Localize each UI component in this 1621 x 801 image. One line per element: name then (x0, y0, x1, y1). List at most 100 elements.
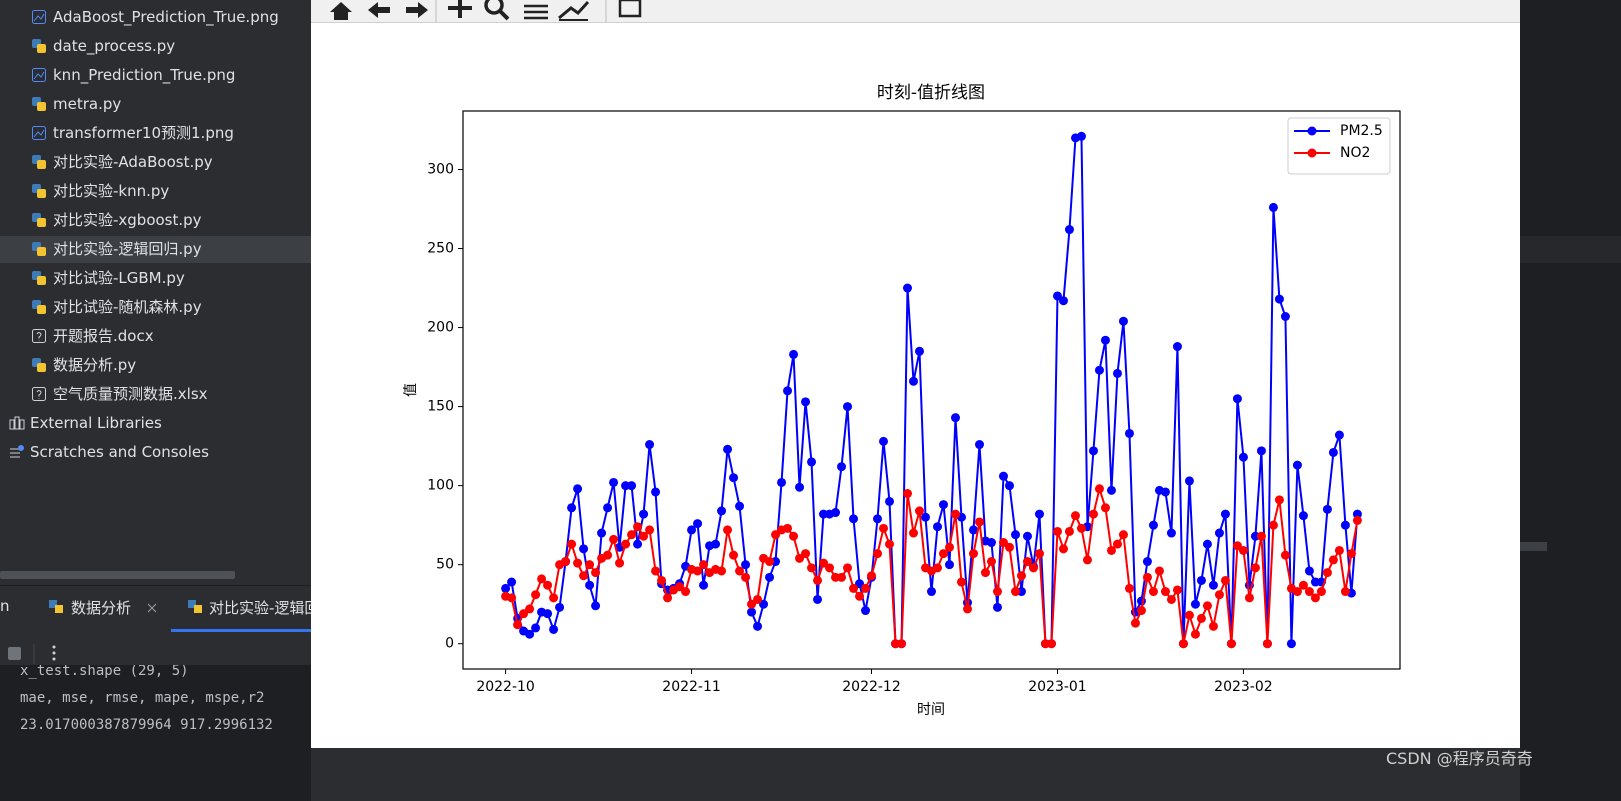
forward-button[interactable] (406, 2, 428, 18)
console-line: mae, mse, rmse, mape, mspe,r2 (20, 690, 265, 706)
data-point (1094, 365, 1104, 375)
back-button[interactable] (368, 2, 390, 18)
data-point (501, 583, 511, 593)
data-point (543, 609, 553, 619)
data-point (597, 528, 607, 538)
toolbar-icons (330, 0, 642, 22)
data-point (837, 462, 847, 472)
figure-window: 时刻-值折线图 时间 值 0 50 100 150 200 250 300 2022-10 20… (311, 0, 1520, 748)
data-point (1196, 575, 1206, 585)
console-line: 23.017000387879964 917.2996132 (20, 717, 273, 733)
data-point (651, 566, 661, 576)
data-point (819, 558, 829, 568)
data-point (1196, 613, 1206, 623)
y-tick-label: 150 (427, 399, 454, 415)
data-point (1208, 580, 1218, 590)
data-point (1208, 621, 1218, 631)
data-point (1322, 504, 1332, 514)
data-point (585, 580, 595, 590)
data-point (998, 538, 1008, 548)
run-tab[interactable]: n (0, 597, 10, 615)
y-tick-label: 50 (436, 557, 454, 573)
file-icon (32, 271, 46, 285)
y-tick-label: 0 (445, 636, 454, 652)
scrollbar[interactable] (1520, 542, 1547, 551)
data-point (1100, 503, 1110, 513)
data-point (849, 514, 859, 524)
tree-node[interactable]: Scratches and Consoles (8, 439, 209, 465)
edit-button[interactable] (558, 0, 590, 20)
data-point (1268, 202, 1278, 212)
tree-node[interactable]: 对比试验-随机森林.py (31, 294, 202, 320)
figure-toolbar (311, 0, 1520, 23)
data-point (1214, 528, 1224, 538)
home-button[interactable] (330, 2, 352, 20)
data-point (1160, 487, 1170, 497)
pan-button[interactable] (448, 0, 472, 18)
tree-node[interactable]: date_process.py (31, 33, 175, 59)
data-point (633, 522, 643, 532)
data-point (807, 457, 817, 467)
data-point (1034, 509, 1044, 519)
data-point (537, 574, 547, 584)
data-point (765, 557, 775, 567)
tree-node[interactable]: transformer10预测1.png (31, 120, 234, 146)
data-point (849, 583, 859, 593)
file-icon (32, 358, 46, 372)
data-point (1100, 335, 1110, 345)
run-tab[interactable]: 数据分析 (71, 599, 132, 617)
data-point (927, 587, 936, 597)
more-button[interactable] (52, 651, 56, 655)
data-point (1352, 509, 1362, 519)
scrollbar[interactable] (0, 571, 235, 579)
tree-node[interactable]: 对比实验-逻辑回归.py (31, 236, 202, 262)
tree-node[interactable]: knn_Prediction_True.png (31, 62, 235, 88)
tree-node[interactable]: 对比实验-knn.py (31, 178, 169, 204)
data-point (729, 473, 739, 483)
data-point (1202, 539, 1212, 549)
tree-node[interactable]: 对比实验-xgboost.py (31, 207, 202, 233)
tree-node[interactable]: 对比试验-LGBM.py (31, 265, 185, 291)
stop-button[interactable] (8, 647, 21, 660)
data-point (873, 549, 883, 559)
data-point (867, 571, 877, 581)
data-point (1070, 511, 1080, 521)
data-point (1136, 606, 1146, 616)
unknown-icon-mark (36, 390, 42, 399)
configure-button[interactable] (524, 4, 548, 20)
tree-node[interactable]: metra.py (31, 91, 121, 117)
data-point (1106, 545, 1116, 555)
file-icon (32, 242, 46, 256)
file-icon (32, 68, 46, 82)
data-point (1190, 599, 1200, 609)
data-point (944, 560, 954, 570)
save-button[interactable] (618, 0, 642, 18)
file-icon (32, 387, 46, 401)
tree-node[interactable]: 数据分析.py (31, 352, 136, 378)
image-icon-mark (33, 13, 45, 22)
data-point (1022, 557, 1032, 567)
tree-node[interactable]: External Libraries (8, 410, 162, 436)
close-icon[interactable] (147, 603, 157, 613)
tree-node[interactable]: 对比实验-AdaBoost.py (31, 149, 213, 175)
unknown-icon (32, 329, 46, 343)
zoom-button[interactable] (484, 0, 504, 15)
more-button[interactable] (52, 657, 56, 661)
more-button[interactable] (52, 645, 56, 649)
tree-node[interactable]: 空气质量预测数据.xlsx (31, 381, 208, 407)
data-point (885, 496, 895, 506)
data-point (1028, 563, 1038, 573)
selected-row (0, 236, 311, 263)
data-point (639, 531, 649, 541)
data-point (615, 558, 625, 568)
file-icon (32, 39, 46, 53)
data-point (1064, 225, 1074, 235)
tree-node[interactable]: AdaBoost_Prediction_True.png (31, 4, 279, 30)
run-tab[interactable]: 对比实验-逻辑回归 (209, 599, 335, 617)
data-point (998, 471, 1008, 481)
file-icon (32, 155, 46, 169)
data-point (1346, 549, 1356, 559)
tree-node[interactable]: 开题报告.docx (31, 323, 154, 349)
x-tick-label: 2022-12 (842, 679, 901, 695)
data-point (801, 397, 811, 407)
